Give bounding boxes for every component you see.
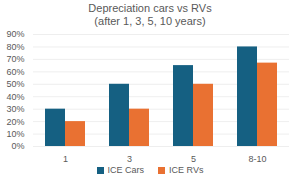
svg-text:70%: 70% bbox=[6, 54, 24, 64]
svg-text:8-10: 8-10 bbox=[248, 154, 266, 164]
svg-text:10%: 10% bbox=[6, 129, 24, 139]
svg-text:0%: 0% bbox=[11, 141, 24, 151]
svg-text:50%: 50% bbox=[6, 79, 24, 89]
svg-text:5: 5 bbox=[191, 154, 196, 164]
html-text:ICE RVs: ICE RVs bbox=[169, 165, 204, 175]
svg-text:90%: 90% bbox=[6, 29, 24, 39]
svg-text:40%: 40% bbox=[6, 92, 24, 102]
html-text:ICE Cars: ICE Cars bbox=[107, 165, 145, 175]
svg-text:80%: 80% bbox=[6, 42, 24, 52]
svg-text:20%: 20% bbox=[6, 116, 24, 126]
svg-text:60%: 60% bbox=[6, 67, 24, 77]
html-text:Depreciation cars vs RVs: Depreciation cars vs RVs bbox=[88, 2, 212, 14]
svg-text:30%: 30% bbox=[6, 104, 24, 114]
html-text:(after 1, 3, 5, 10 years): (after 1, 3, 5, 10 years) bbox=[94, 15, 206, 27]
svg-text:1: 1 bbox=[63, 154, 68, 164]
svg-text:3: 3 bbox=[127, 154, 132, 164]
